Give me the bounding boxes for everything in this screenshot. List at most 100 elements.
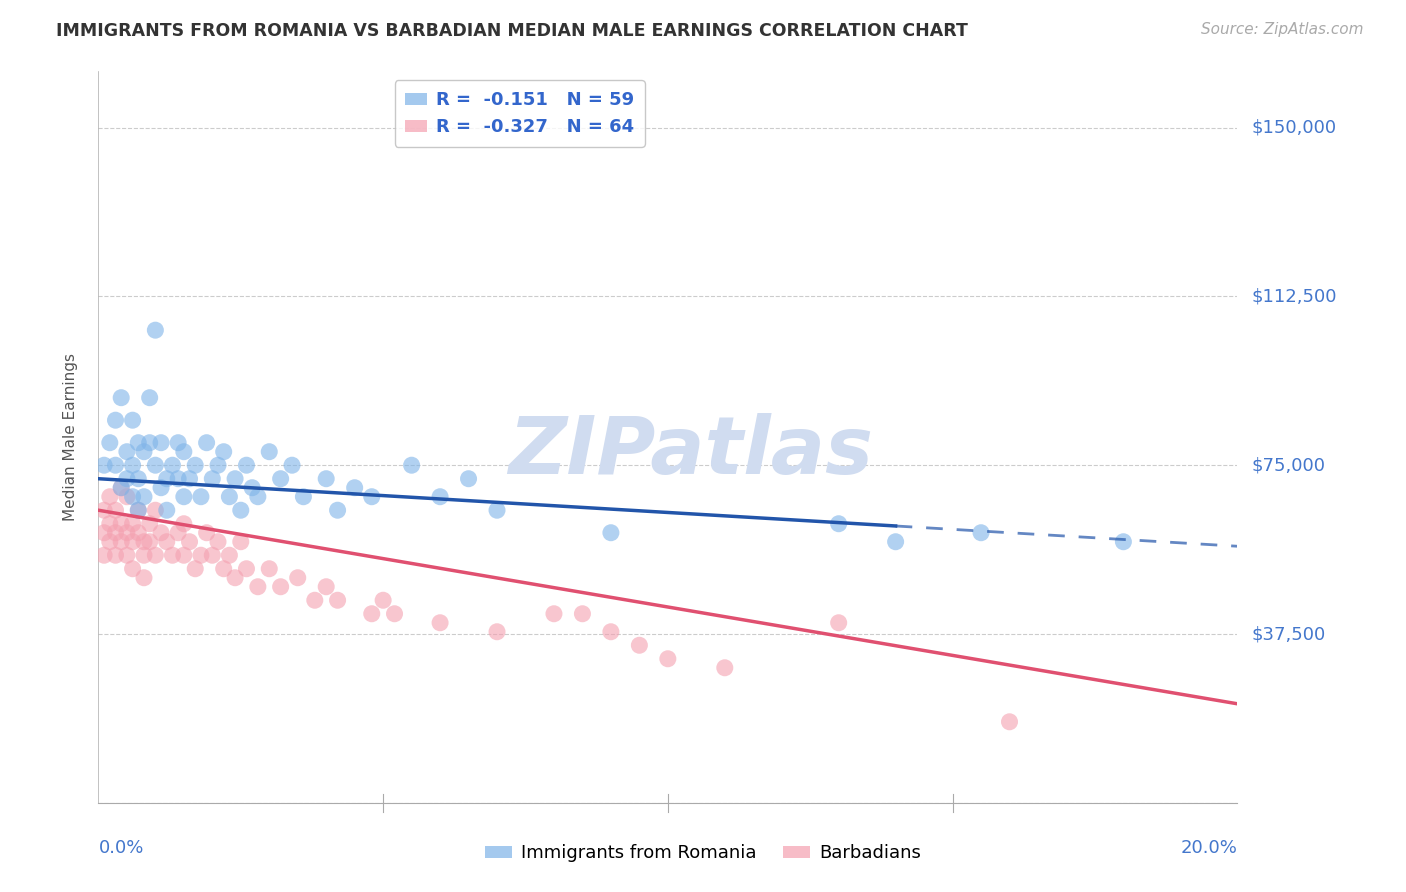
Point (127, 503, 149, 517)
Point (246, 490, 269, 504)
Text: Source: ZipAtlas.com: Source: ZipAtlas.com (1201, 22, 1364, 37)
Text: ZIPatlas: ZIPatlas (508, 413, 873, 491)
Point (224, 571, 246, 585)
Point (98, 435, 121, 450)
Point (600, 525, 623, 540)
Point (190, 548, 212, 562)
Point (121, 534, 143, 549)
Point (486, 624, 509, 639)
Point (315, 580, 337, 594)
Point (201, 548, 224, 562)
Point (179, 534, 201, 549)
Point (884, 534, 907, 549)
Point (304, 593, 326, 607)
Point (224, 472, 246, 486)
Text: IMMIGRANTS FROM ROMANIA VS BARBADIAN MEDIAN MALE EARNINGS CORRELATION CHART: IMMIGRANTS FROM ROMANIA VS BARBADIAN MED… (56, 22, 969, 40)
Point (121, 490, 143, 504)
Point (132, 548, 155, 562)
Point (145, 458, 167, 473)
Point (235, 562, 257, 576)
Point (1112, 534, 1135, 549)
Point (132, 490, 155, 504)
Point (104, 548, 127, 562)
Point (429, 490, 451, 504)
Point (162, 548, 184, 562)
Point (229, 503, 252, 517)
Point (138, 435, 160, 450)
Point (167, 435, 190, 450)
Point (292, 490, 315, 504)
Point (343, 481, 366, 495)
Point (218, 548, 240, 562)
Point (184, 562, 207, 576)
Point (998, 714, 1021, 729)
Point (173, 548, 195, 562)
Point (259, 444, 281, 458)
Point (132, 534, 155, 549)
Point (190, 490, 212, 504)
Point (127, 503, 149, 517)
Point (259, 562, 281, 576)
Point (104, 458, 127, 473)
Point (132, 571, 155, 585)
Point (115, 490, 138, 504)
Point (212, 562, 235, 576)
Point (543, 607, 565, 621)
Point (110, 516, 132, 531)
Text: $150,000: $150,000 (1251, 119, 1336, 136)
Point (115, 525, 138, 540)
Point (150, 435, 173, 450)
Text: 20.0%: 20.0% (1181, 838, 1237, 857)
Point (110, 534, 132, 549)
Point (93, 548, 115, 562)
Point (287, 571, 309, 585)
Point (132, 444, 155, 458)
Text: $75,000: $75,000 (1251, 456, 1326, 475)
Point (218, 490, 240, 504)
Point (714, 661, 737, 675)
Point (657, 652, 679, 666)
Point (281, 458, 304, 473)
Point (156, 503, 179, 517)
Point (184, 458, 207, 473)
Point (179, 472, 201, 486)
Legend: Immigrants from Romania, Barbadians: Immigrants from Romania, Barbadians (478, 838, 928, 870)
Point (104, 503, 127, 517)
Point (360, 607, 382, 621)
Point (127, 435, 149, 450)
Legend: R =  -0.151   N = 59, R =  -0.327   N = 64: R = -0.151 N = 59, R = -0.327 N = 64 (395, 80, 645, 147)
Point (429, 615, 451, 630)
Point (98, 534, 121, 549)
Y-axis label: Median Male Earnings: Median Male Earnings (63, 353, 77, 521)
Point (315, 472, 337, 486)
Point (156, 534, 179, 549)
Point (326, 593, 349, 607)
Point (828, 516, 851, 531)
Point (145, 503, 167, 517)
Point (115, 548, 138, 562)
Point (115, 444, 138, 458)
Point (571, 607, 593, 621)
Point (104, 413, 127, 427)
Point (970, 525, 993, 540)
Point (401, 458, 423, 473)
Text: $37,500: $37,500 (1251, 625, 1326, 643)
Point (93, 525, 115, 540)
Point (270, 580, 292, 594)
Point (98, 490, 121, 504)
Point (156, 472, 179, 486)
Point (326, 503, 349, 517)
Point (115, 472, 138, 486)
Point (150, 481, 173, 495)
Point (373, 593, 395, 607)
Text: $112,500: $112,500 (1251, 287, 1337, 305)
Point (110, 481, 132, 495)
Point (121, 458, 143, 473)
Point (240, 481, 263, 495)
Point (121, 413, 143, 427)
Point (110, 481, 132, 495)
Point (145, 548, 167, 562)
Point (104, 525, 127, 540)
Point (229, 534, 252, 549)
Point (145, 323, 167, 337)
